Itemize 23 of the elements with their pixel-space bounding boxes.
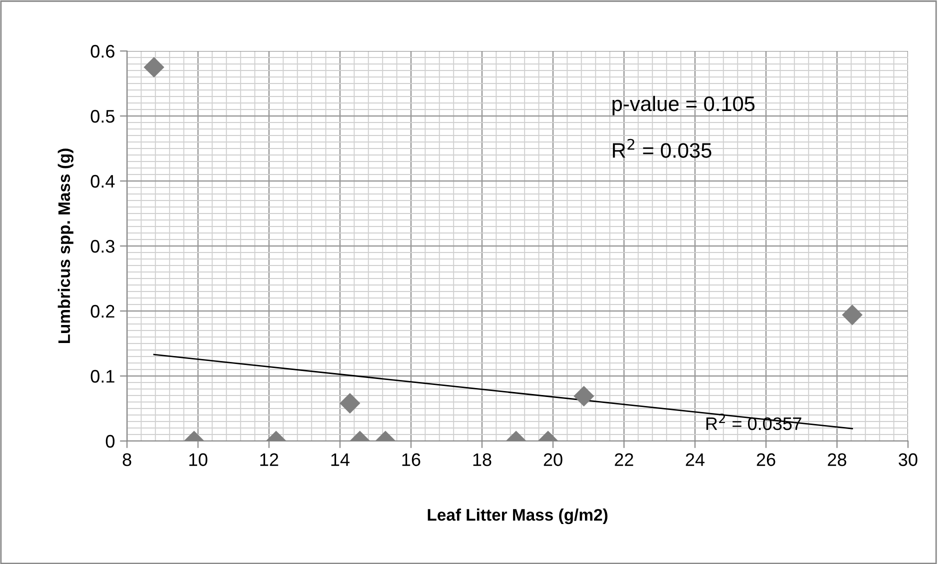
y-tick-label: 0.2: [90, 304, 114, 318]
annotation: R$^{2}$ = 0.035: [612, 138, 712, 158]
x-tick-label: 8: [122, 453, 132, 466]
annotation: p-value = 0.105: [612, 96, 755, 116]
x-tick-label: 16: [402, 453, 420, 466]
x-axis-title: Leaf Litter Mass (g/m2): [428, 508, 608, 524]
x-tick-label: 10: [189, 453, 208, 466]
x-tick-label: 28: [828, 453, 846, 466]
x-tick-label: 26: [756, 453, 776, 466]
y-axis-title: Lumbricus spp. Mass (g): [58, 148, 74, 344]
x-tick-label: 22: [614, 453, 634, 466]
y-tick-label: 0.5: [90, 110, 114, 123]
x-tick-label: 18: [473, 453, 492, 466]
y-tick-label: 0.6: [90, 44, 114, 58]
x-tick-label: 20: [544, 453, 562, 466]
x-tick-label: 30: [898, 453, 918, 466]
x-tick-label: 24: [686, 453, 705, 466]
y-tick-label: 0: [106, 434, 114, 448]
y-tick-label: 0.1: [90, 370, 114, 383]
y-tick-label: 0.4: [90, 174, 115, 188]
x-tick-label: 12: [260, 453, 278, 466]
x-tick-label: 14: [331, 453, 350, 466]
y-tick-label: 0.3: [90, 240, 114, 253]
